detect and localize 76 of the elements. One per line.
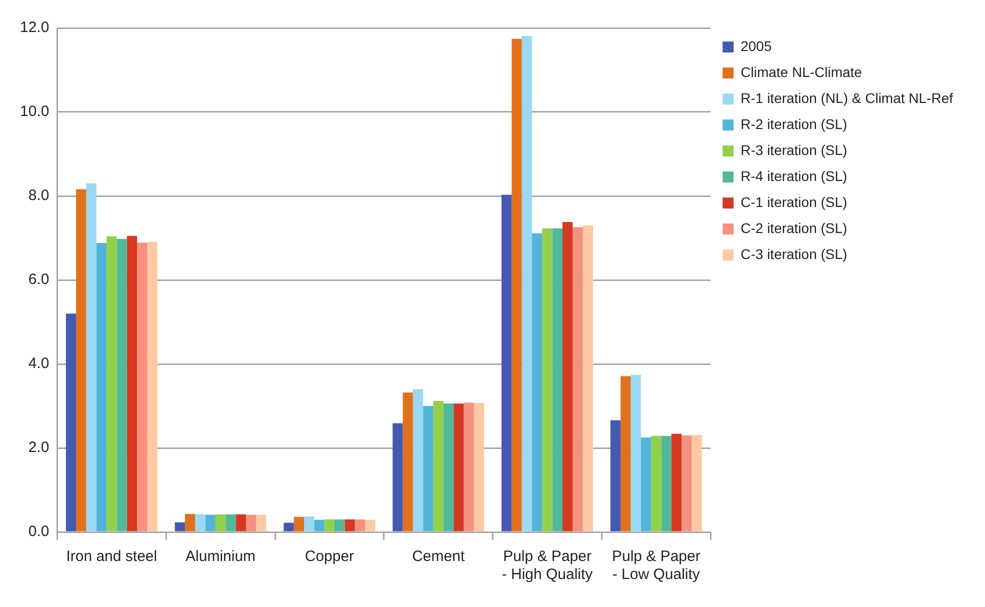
bar (86, 183, 96, 532)
bar (195, 514, 206, 532)
bar (184, 514, 196, 532)
bar (640, 438, 652, 532)
bar (682, 435, 692, 532)
bar (532, 233, 542, 532)
y-tick-label: 10.0 (20, 103, 50, 120)
bar (126, 236, 138, 532)
y-tick-label: 6.0 (28, 271, 50, 288)
bar (651, 436, 662, 532)
bar (354, 519, 366, 532)
y-tick-label: 2.0 (28, 439, 50, 456)
bar (522, 36, 532, 532)
bar (542, 228, 552, 532)
bar (314, 520, 324, 532)
bar (256, 514, 266, 532)
y-tick-label: 0.0 (28, 523, 50, 540)
legend-label: C-3 iteration (SL) (740, 246, 848, 262)
bar (474, 403, 484, 532)
bar (246, 514, 256, 532)
x-tick-label: Aluminium (186, 548, 256, 566)
bar (174, 522, 185, 532)
bar (671, 434, 682, 532)
bar (205, 514, 216, 532)
bar (304, 516, 314, 532)
bar (572, 227, 583, 532)
bar (96, 243, 107, 532)
bar (147, 242, 158, 532)
bar (334, 519, 345, 532)
bar (502, 194, 512, 532)
bar (365, 520, 376, 532)
legend-label: R-2 iteration (SL) (740, 116, 848, 132)
x-tick-label: Iron and steel (66, 548, 158, 566)
x-tick-label: Cement (412, 548, 466, 566)
bar (294, 516, 304, 532)
bar (692, 434, 702, 532)
x-tick-label: Pulp & Paper - High Quality (502, 548, 594, 584)
bar (464, 402, 474, 532)
bar (402, 392, 413, 532)
bar (443, 403, 454, 532)
bar (423, 406, 434, 532)
bar (76, 189, 86, 532)
bar (620, 376, 631, 532)
bar (412, 389, 424, 532)
bar (392, 423, 403, 532)
legend-label: R-3 iteration (SL) (740, 142, 848, 158)
bar (137, 242, 148, 532)
y-tick-label: 12.0 (20, 19, 50, 36)
bar (562, 222, 573, 532)
bar (116, 238, 127, 532)
bar (630, 374, 641, 532)
legend-label: Climate NL-Climate (740, 64, 862, 80)
bar (226, 514, 236, 532)
legend-label: C-1 iteration (SL) (740, 194, 848, 210)
bar (454, 403, 464, 532)
bar (433, 400, 444, 532)
bar (344, 519, 355, 532)
bar (582, 225, 593, 532)
bar (106, 236, 117, 532)
bar (284, 522, 294, 532)
x-tick-label: Copper (304, 548, 354, 566)
bar (215, 514, 226, 532)
bar (236, 514, 246, 532)
bar (552, 228, 563, 532)
legend-label: 2005 (740, 38, 772, 54)
bar (610, 420, 621, 532)
legend-label: C-2 iteration (SL) (740, 220, 848, 236)
bar (324, 519, 335, 532)
bar (512, 38, 522, 532)
legend-label: R-1 iteration (NL) & Climat NL-Ref (740, 90, 954, 106)
bar (661, 436, 672, 532)
x-tick-label: Pulp & Paper - Low Quality (612, 548, 700, 584)
bar (66, 314, 76, 532)
legend-label: R-4 iteration (SL) (740, 168, 848, 184)
y-tick-label: 4.0 (28, 355, 50, 372)
y-tick-label: 8.0 (28, 187, 50, 204)
